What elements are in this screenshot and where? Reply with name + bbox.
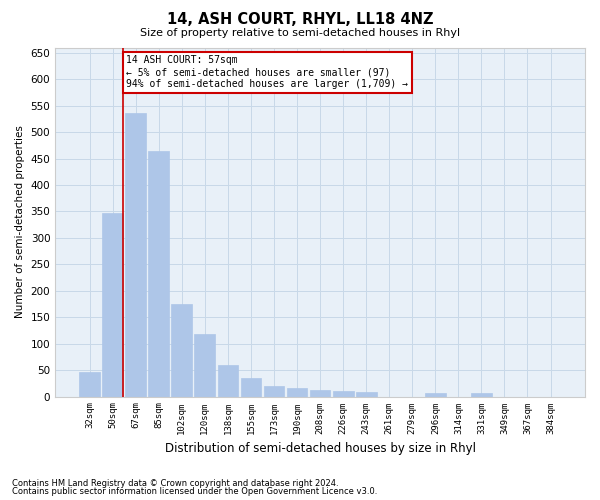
Text: Contains HM Land Registry data © Crown copyright and database right 2024.: Contains HM Land Registry data © Crown c… [12, 478, 338, 488]
Bar [333, 392, 353, 396]
Text: Contains public sector information licensed under the Open Government Licence v3: Contains public sector information licen… [12, 487, 377, 496]
Bar [471, 393, 492, 396]
Bar [172, 304, 192, 396]
Bar [287, 388, 307, 396]
Bar [218, 365, 238, 396]
Bar [310, 390, 331, 396]
Bar [241, 378, 262, 396]
Bar [263, 386, 284, 396]
Bar [148, 151, 169, 396]
Bar [356, 392, 377, 396]
Bar [102, 212, 123, 396]
Bar [79, 372, 100, 396]
Text: 14 ASH COURT: 57sqm
← 5% of semi-detached houses are smaller (97)
94% of semi-de: 14 ASH COURT: 57sqm ← 5% of semi-detache… [127, 56, 409, 88]
X-axis label: Distribution of semi-detached houses by size in Rhyl: Distribution of semi-detached houses by … [164, 442, 476, 455]
Bar [194, 334, 215, 396]
Text: 14, ASH COURT, RHYL, LL18 4NZ: 14, ASH COURT, RHYL, LL18 4NZ [167, 12, 433, 28]
Text: Size of property relative to semi-detached houses in Rhyl: Size of property relative to semi-detach… [140, 28, 460, 38]
Y-axis label: Number of semi-detached properties: Number of semi-detached properties [15, 126, 25, 318]
Bar [125, 113, 146, 397]
Bar [425, 394, 446, 396]
